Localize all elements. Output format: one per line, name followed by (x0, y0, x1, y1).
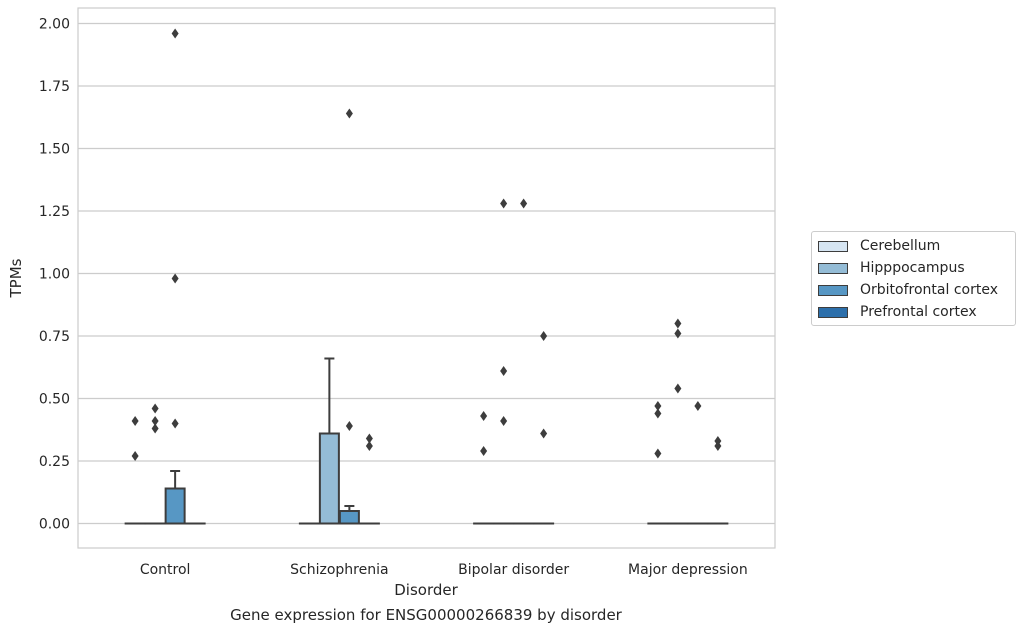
x-tick-label: Schizophrenia (290, 562, 388, 578)
box-body (338, 510, 360, 525)
outliers-layer (131, 28, 722, 461)
outlier-point (674, 383, 682, 394)
x-tick-label: Bipolar disorder (458, 562, 569, 578)
outlier-point (500, 416, 508, 426)
outlier-point (365, 433, 373, 444)
y-tick-label: 0.25 (39, 454, 70, 470)
boxes-layer (124, 357, 729, 525)
outlier-point (500, 366, 508, 376)
outlier-point (540, 331, 548, 341)
box (164, 470, 186, 525)
y-tick-labels: 0.00 0.25 0.50 0.75 1.00 1.25 1.50 1.75 2.00 (39, 17, 70, 533)
legend-label: Cerebellum (860, 238, 941, 254)
outlier-point (714, 436, 722, 446)
legend: Cerebellum Hipppocampus Orbitofrontal co… (811, 231, 1016, 326)
legend-swatch (818, 284, 848, 296)
x-tick-label: Major depression (628, 562, 748, 578)
outlier-point (345, 421, 353, 431)
outlier-point (345, 108, 353, 119)
chart-caption: Gene expression for ENSG00000266839 by d… (230, 606, 622, 624)
legend-label: Prefrontal cortex (860, 304, 977, 320)
y-tick-label: 1.00 (39, 267, 70, 283)
outlier-point (674, 328, 682, 339)
legend-swatch (818, 262, 848, 274)
y-tick-label: 1.25 (39, 204, 70, 220)
outlier-point (365, 441, 373, 451)
x-tick-label: Control (140, 562, 191, 578)
outlier-point (520, 198, 528, 209)
outlier-point (674, 318, 682, 329)
outlier-point (540, 428, 548, 439)
outlier-point (151, 423, 159, 434)
box-body (164, 487, 186, 525)
legend-item-cerebellum: Cerebellum (818, 236, 940, 256)
legend-swatch (818, 240, 848, 252)
box (338, 505, 360, 525)
outlier-point (500, 198, 508, 209)
outlier-point (171, 28, 179, 39)
legend-item-hippocampus: Hipppocampus (818, 258, 965, 278)
outlier-point (131, 416, 139, 426)
outlier-point (151, 416, 159, 426)
x-axis-label: Disorder (394, 581, 458, 599)
outlier-point (131, 451, 139, 461)
y-tick-label: 0.50 (39, 392, 70, 408)
plot-area (77, 7, 776, 549)
box-body (318, 432, 340, 525)
outlier-point (480, 411, 488, 421)
outlier-point (654, 448, 662, 459)
y-axis-label: TPMs (7, 258, 25, 298)
outlier-point (694, 401, 702, 411)
y-tick-label: 0.00 (39, 517, 70, 533)
outlier-point (171, 418, 179, 429)
outlier-point (480, 446, 488, 456)
outlier-point (654, 408, 662, 419)
outlier-point (654, 401, 662, 411)
x-tick-labels: Control Schizophrenia Bipolar disorder Majo… (140, 562, 748, 578)
legend-swatch (818, 306, 848, 318)
box (318, 357, 340, 525)
legend-item-orbitofrontal-cortex: Orbitofrontal cortex (818, 280, 998, 300)
y-tick-label: 2.00 (39, 17, 70, 33)
y-tick-label: 1.75 (39, 79, 70, 95)
y-tick-label: 1.50 (39, 142, 70, 158)
legend-item-prefrontal-cortex: Prefrontal cortex (818, 302, 977, 322)
outlier-point (171, 273, 179, 284)
y-tick-label: 0.75 (39, 329, 70, 345)
outlier-point (151, 403, 159, 414)
legend-label: Hipppocampus (860, 260, 965, 276)
legend-label: Orbitofrontal cortex (860, 282, 998, 298)
